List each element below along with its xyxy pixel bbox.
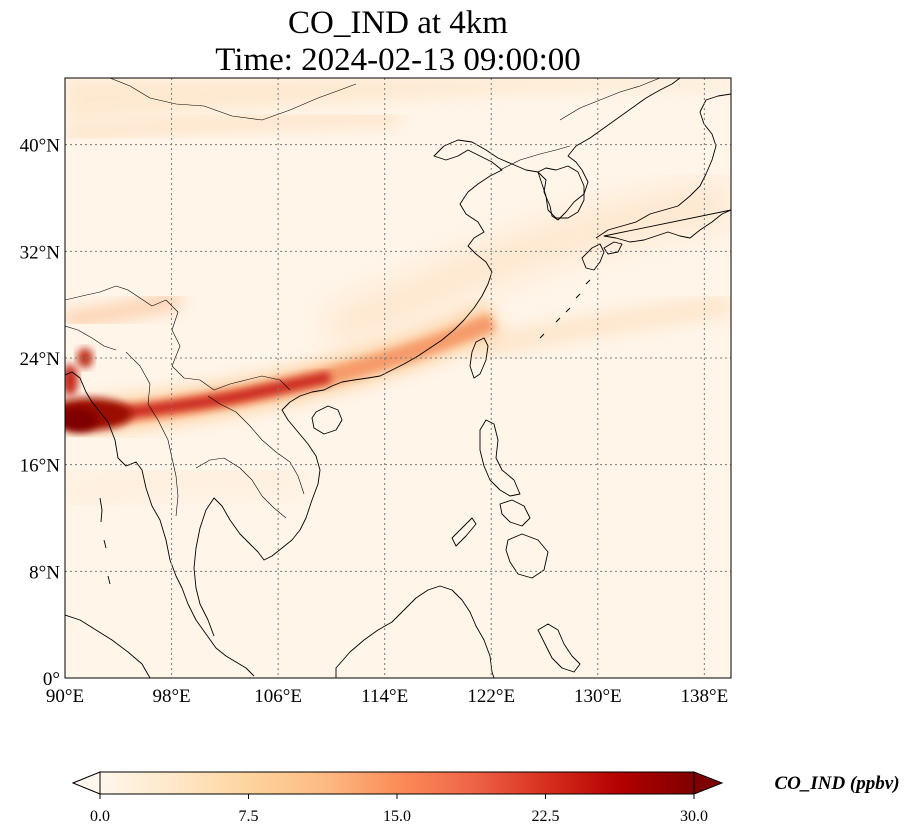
laos-vietnam-border: [207, 395, 305, 495]
coastlines: [65, 78, 731, 678]
colorbar-min-extension: [71, 771, 101, 795]
lon-tick-label: 122°E: [467, 686, 515, 707]
colorbar-tick-label: 15.0: [383, 808, 411, 825]
lat-tick-label: 8°N: [29, 562, 60, 583]
latitude-tick-labels: 0° 8°N 16°N 24°N 32°N 40°N: [20, 136, 61, 690]
japan-honshu: [595, 93, 731, 243]
mongolia-border: [109, 78, 357, 121]
longitude-tick-labels: 90°E 98°E 106°E 114°E 122°E 130°E 138°E: [46, 686, 728, 707]
east-china-plume: [323, 180, 731, 349]
lon-tick-label: 90°E: [46, 686, 84, 707]
borneo-island: [335, 585, 495, 678]
west-edge-hotspot: [65, 364, 78, 396]
china-korea-border: [499, 145, 571, 171]
title-line-2: Time: 2024-02-13 09:00:00: [215, 42, 580, 78]
bay-of-bengal-haze: [65, 460, 302, 515]
india-bangladesh-border: [65, 325, 117, 351]
myanmar-thailand-border: [125, 351, 179, 517]
colorbar-gradient: [100, 772, 694, 794]
hainan-island: [311, 405, 343, 435]
colorbar-max-extension: [693, 771, 724, 795]
lat-tick-label: 32°N: [20, 242, 61, 263]
philippines-palawan: [451, 517, 477, 547]
northeast-border: [559, 78, 661, 121]
title-line-1: CO_IND at 4km: [288, 5, 508, 41]
colorbar-label: CO_IND (ppbv): [774, 773, 899, 794]
japan-kyushu: [581, 243, 605, 271]
himalaya-band: [65, 292, 182, 328]
colorbar-tick-label: 22.5: [532, 808, 560, 825]
colorbar: 0.0 7.5 15.0 22.5 30.0 CO_IND (ppbv): [71, 771, 900, 825]
philippines-mindanao: [505, 533, 549, 579]
lon-tick-label: 114°E: [361, 686, 408, 707]
concentration-field: [65, 78, 731, 515]
lat-tick-label: 24°N: [20, 349, 61, 370]
northern-band: [65, 111, 401, 142]
japan-shikoku: [603, 241, 623, 255]
himalaya-border: [65, 285, 291, 391]
colorbar-tick-label: 30.0: [680, 808, 708, 825]
mainland-coastline: [65, 78, 681, 677]
colorbar-tick-label: 7.5: [239, 808, 259, 825]
colorbar-ticks: 0.0 7.5 15.0 22.5 30.0: [90, 794, 708, 825]
map-frame: [64, 77, 732, 679]
colorbar-tick-label: 0.0: [90, 808, 110, 825]
lat-tick-label: 40°N: [20, 136, 61, 157]
taiwan-island: [469, 337, 489, 379]
philippines-visayas: [499, 499, 531, 527]
country-borders: [65, 78, 661, 519]
lat-tick-label: 0°: [43, 669, 60, 690]
pacific-plume: [467, 294, 731, 361]
lon-tick-label: 138°E: [681, 686, 729, 707]
lon-tick-label: 106°E: [254, 686, 302, 707]
lon-tick-label: 98°E: [152, 686, 190, 707]
sumatra-island: [65, 614, 151, 678]
northern-plume: [65, 78, 731, 122]
burma-hotspot-core: [65, 408, 98, 432]
gridlines: [65, 78, 731, 678]
concentration-field-background: [65, 78, 731, 678]
thailand-cambodia-border: [195, 457, 287, 519]
philippines-luzon: [479, 419, 521, 497]
sulawesi-island: [537, 623, 581, 673]
map-panel: [65, 78, 731, 678]
lon-tick-label: 130°E: [574, 686, 622, 707]
lat-tick-label: 16°N: [20, 456, 61, 477]
ryukyu-islands: [539, 279, 591, 339]
korean-peninsula: [537, 165, 585, 219]
andaman-islands: [99, 497, 111, 585]
